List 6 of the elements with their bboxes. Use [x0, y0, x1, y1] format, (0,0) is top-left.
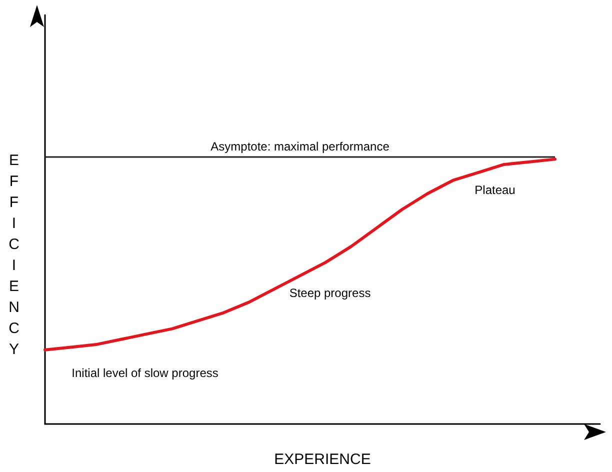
text: EFFICIENCY — [8, 152, 20, 358]
annotation: Initial level of slow progress — [72, 366, 218, 380]
ref-line-label: Asymptote: maximal performance — [210, 140, 390, 154]
x-axis-title: EXPERIENCE — [274, 451, 371, 468]
annotation: Plateau — [474, 183, 516, 197]
annotation: Steep progress — [289, 286, 371, 300]
